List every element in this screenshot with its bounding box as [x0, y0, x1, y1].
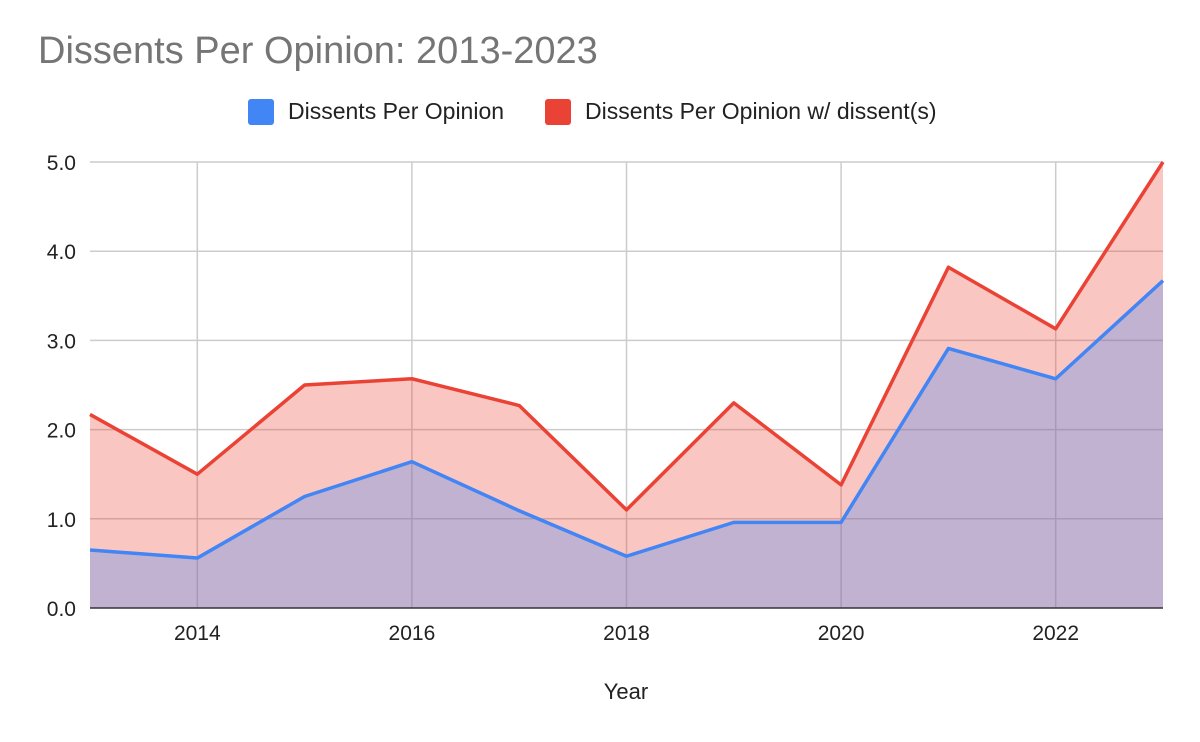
legend-item-dissents-with-dissent[interactable]: Dissents Per Opinion w/ dissent(s)	[545, 98, 937, 125]
y-tick-label: 1.0	[47, 509, 76, 532]
x-tick-label: 2020	[818, 622, 865, 645]
legend-swatch-red	[545, 98, 571, 125]
legend-label: Dissents Per Opinion	[288, 98, 505, 124]
y-tick-label: 4.0	[47, 241, 76, 264]
y-tick-label: 5.0	[47, 152, 76, 175]
chart-title: Dissents Per Opinion: 2013-2023	[38, 30, 598, 72]
series-line-0	[89, 279, 1165, 560]
y-tick-label: 2.0	[47, 420, 76, 443]
area-fill-series-1	[90, 162, 1163, 608]
series-line-1	[89, 161, 1165, 512]
y-tick-label: 0.0	[47, 598, 76, 621]
area-fill-series-0	[90, 280, 1163, 608]
area-layer	[90, 162, 1163, 608]
legend-item-dissents-per-opinion[interactable]: Dissents Per Opinion	[248, 98, 504, 125]
grid-layer	[90, 161, 1163, 608]
x-axis-title: Year	[604, 679, 648, 704]
legend: Dissents Per Opinion Dissents Per Opinio…	[0, 98, 1200, 128]
x-tick-label: 2014	[174, 622, 221, 645]
legend-swatch-blue	[248, 98, 274, 125]
legend-label: Dissents Per Opinion w/ dissent(s)	[585, 98, 937, 124]
x-tick-label: 2018	[603, 622, 650, 645]
y-tick-label: 3.0	[47, 330, 76, 353]
label-layer: 0.0 1.0 2.0 3.0 4.0 5.0 2014 2016 2018 2020 2022	[47, 152, 1079, 645]
x-tick-label: 2022	[1032, 622, 1079, 645]
line-layer	[89, 161, 1165, 560]
x-tick-label: 2016	[389, 622, 436, 645]
